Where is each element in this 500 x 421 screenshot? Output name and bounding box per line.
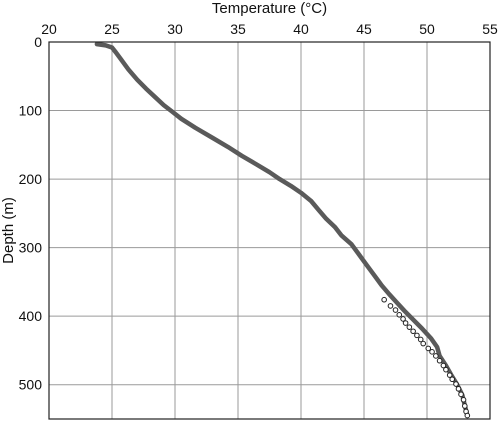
x-tick-label: 55 xyxy=(482,21,498,37)
x-tick-label: 35 xyxy=(230,21,246,37)
x-tick-label: 20 xyxy=(41,21,57,37)
data-point xyxy=(396,312,403,318)
data-point xyxy=(455,386,462,392)
x-tick-label: 30 xyxy=(167,21,183,37)
data-point xyxy=(449,376,456,383)
data-point xyxy=(453,381,459,387)
data-point xyxy=(446,372,453,378)
x-tick-label: 50 xyxy=(419,21,435,37)
x-tick-labels: 20 25 30 35 40 45 50 55 xyxy=(41,21,498,37)
data-point xyxy=(400,316,406,322)
y-tick-labels: 0 100 200 300 400 500 xyxy=(19,34,43,393)
data-point xyxy=(414,332,420,339)
data-point xyxy=(429,349,435,355)
data-point xyxy=(464,412,471,419)
data-point xyxy=(392,307,399,313)
data-point xyxy=(436,357,443,364)
x-tick-label: 40 xyxy=(293,21,309,37)
x-tick-label: 25 xyxy=(104,21,120,37)
y-axis-title: Depth (m) xyxy=(0,197,17,264)
data-point xyxy=(417,336,424,343)
data-point xyxy=(460,397,467,403)
y-tick-label: 0 xyxy=(34,34,42,50)
data-point xyxy=(440,362,447,369)
data-point xyxy=(458,391,464,398)
temperature-depth-curve xyxy=(94,41,470,418)
data-point xyxy=(381,296,387,303)
data-point xyxy=(402,320,409,326)
data-point xyxy=(420,340,427,347)
x-tick-label: 45 xyxy=(356,21,372,37)
data-point xyxy=(410,328,416,335)
data-point xyxy=(425,345,432,352)
temperature-depth-markers xyxy=(381,296,471,419)
data-point xyxy=(443,366,449,373)
data-point xyxy=(406,324,413,330)
y-tick-label: 100 xyxy=(19,103,43,119)
data-point xyxy=(462,403,468,409)
y-tick-label: 300 xyxy=(19,240,43,256)
data-point xyxy=(433,353,439,359)
y-tick-label: 500 xyxy=(19,377,43,393)
y-tick-label: 200 xyxy=(19,171,43,187)
plot-frame xyxy=(48,41,491,420)
x-axis-title: Temperature (°C) xyxy=(212,0,327,17)
grid xyxy=(48,41,491,419)
data-point xyxy=(387,303,394,309)
temperature-depth-line xyxy=(94,41,470,418)
y-tick-label: 400 xyxy=(19,308,43,324)
